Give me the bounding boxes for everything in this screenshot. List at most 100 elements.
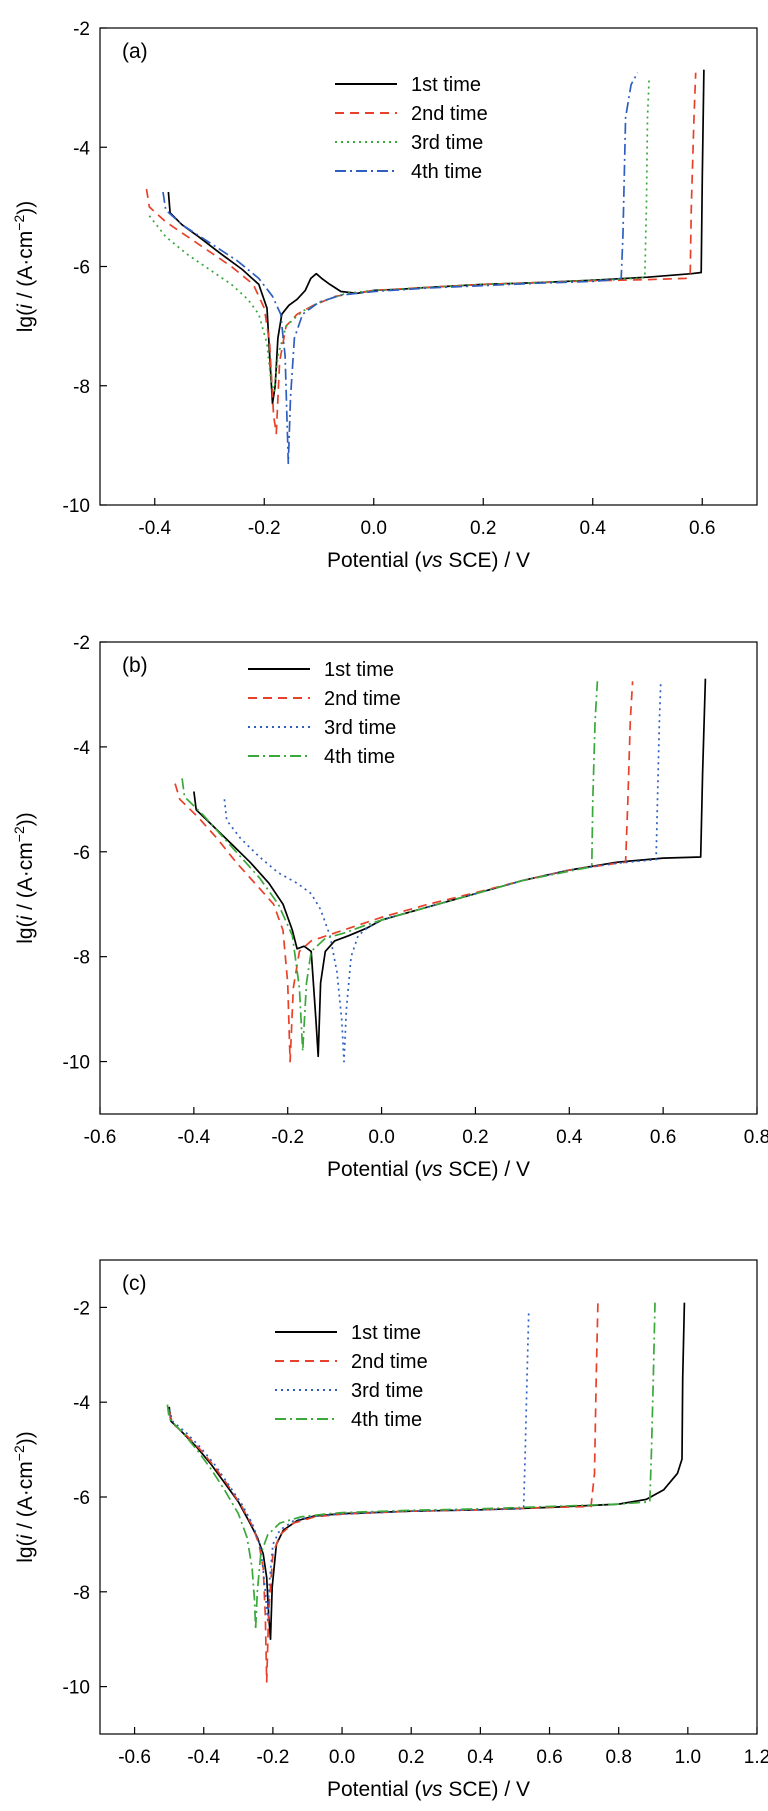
chart-2-series-line-2 <box>168 1302 599 1683</box>
chart-0-series-line-3 <box>148 78 650 393</box>
chart-2-y-tick-label: -8 <box>73 1583 90 1604</box>
chart-1-x-axis-title-italic: vs <box>422 1158 444 1181</box>
chart-0-legend-label-3: 3rd time <box>411 132 483 154</box>
chart-1-y-axis-title: lg(i / (A·cm−2)) <box>11 812 37 943</box>
chart-0-series-line-4 <box>162 72 639 465</box>
chart-2-legend-label-1: 1st time <box>351 1322 421 1344</box>
chart-1-y-axis-title-part: lg( <box>14 920 37 943</box>
chart-0-y-axis-title-sup: −2 <box>11 215 27 231</box>
chart-2-x-tick-label: -0.6 <box>118 1747 151 1768</box>
chart-1-plot-frame <box>99 641 758 1115</box>
chart-2-x-axis-title-part: SCE) / V <box>443 1778 531 1801</box>
chart-1-legend-label-4: 4th time <box>324 746 395 768</box>
chart-1-series-line-3 <box>223 681 662 1063</box>
chart-1-legend-label-1: 1st time <box>324 659 394 681</box>
chart-0-legend-label-2: 2nd time <box>411 103 488 125</box>
chart-0-panel-label: (a) <box>122 40 148 63</box>
chart-0-x-axis-title-part: SCE) / V <box>443 549 531 572</box>
chart-0-x-axis-title-part: Potential ( <box>327 549 422 572</box>
chart-0-y-tick-label: -4 <box>73 138 90 159</box>
chart-2-x-tick-label: -0.4 <box>187 1747 220 1768</box>
chart-2-y-axis-title-sup: −2 <box>11 1445 27 1461</box>
chart-0-x-tick-label: -0.2 <box>248 518 281 539</box>
chart-0-y-tick-label: -6 <box>73 258 90 279</box>
chart-0-y-tick-label: -10 <box>63 496 90 517</box>
chart-2-x-tick-label: 0.4 <box>467 1747 494 1768</box>
chart-2-x-tick-label: 1.2 <box>744 1747 768 1768</box>
chart-1-panel-label: (b) <box>122 654 148 677</box>
chart-2-x-axis-title-italic: vs <box>422 1778 444 1801</box>
chart-1-y-axis-title-part: )) <box>14 812 37 826</box>
chart-0-x-tick-label: -0.4 <box>138 518 171 539</box>
chart-1-y-axis-title-part: / (A·cm <box>14 842 37 916</box>
chart-2-x-tick-label: 0.6 <box>536 1747 562 1768</box>
chart-0-x-axis-title: Potential (vs SCE) / V <box>327 549 530 572</box>
chart-1-x-tick-label: 0.6 <box>650 1127 676 1148</box>
chart-0-y-tick-label: -8 <box>73 377 90 398</box>
chart-0-legend-label-1: 1st time <box>411 74 481 96</box>
chart-2-legend-label-3: 3rd time <box>351 1380 423 1402</box>
chart-2-y-axis-title-italic: i <box>14 1533 37 1539</box>
chart-1-series-line-1 <box>193 678 707 1058</box>
chart-2-x-tick-label: -0.2 <box>257 1747 290 1768</box>
chart-0-x-tick-label: 0.4 <box>580 518 607 539</box>
chart-2-x-axis-title-part: Potential ( <box>327 1778 422 1801</box>
chart-2-y-tick-label: -2 <box>73 1298 90 1319</box>
chart-0-series-line-2 <box>145 72 697 435</box>
chart-2-x-axis-title: Potential (vs SCE) / V <box>327 1778 530 1801</box>
chart-0-legend-label-4: 4th time <box>411 161 482 183</box>
chart-1-y-tick-label: -6 <box>73 843 90 864</box>
chart-0-y-axis-title-part: / (A·cm <box>14 231 37 305</box>
chart-2-x-tick-label: 0.2 <box>398 1747 424 1768</box>
chart-1-x-tick-label: 0.4 <box>556 1127 583 1148</box>
chart-2-y-axis-title-part: lg( <box>14 1539 37 1562</box>
chart-2-series-line-4 <box>166 1302 656 1631</box>
chart-2-x-tick-label: 0.8 <box>605 1747 631 1768</box>
chart-1-x-tick-label: 0.2 <box>462 1127 488 1148</box>
chart-1: -0.6 -0.4 -0.2 0.0 0.2 0.4 0.6 0.8 -10 -8 -6 -4 -2 (b… <box>11 633 768 1181</box>
chart-1-x-tick-label: 0.0 <box>368 1127 394 1148</box>
chart-2-plot-frame <box>99 1259 758 1735</box>
chart-2-y-tick-label: -6 <box>73 1488 90 1509</box>
chart-2-x-tick-label: 1.0 <box>675 1747 701 1768</box>
chart-2-x-tick-label: 0.0 <box>329 1747 355 1768</box>
chart-2-legend-label-4: 4th time <box>351 1409 422 1431</box>
chart-0-y-axis-title: lg(i / (A·cm−2)) <box>11 201 37 332</box>
chart-0-y-tick-label: -2 <box>73 19 90 40</box>
chart-1-x-tick-label: 0.8 <box>744 1127 768 1148</box>
chart-0-plot-frame <box>99 27 758 506</box>
chart-1-x-axis-title-part: SCE) / V <box>443 1158 531 1181</box>
chart-1-x-axis-title: Potential (vs SCE) / V <box>327 1158 530 1181</box>
chart-1-y-axis-title-sup: −2 <box>11 826 27 842</box>
chart-1-y-tick-label: -10 <box>63 1053 90 1074</box>
chart-0: -0.4 -0.2 0.0 0.2 0.4 0.6 -10 -8 -6 -4 -2 (a) Potent… <box>11 19 758 572</box>
chart-2-y-tick-label: -10 <box>63 1678 90 1699</box>
chart-1-x-tick-label: -0.6 <box>84 1127 117 1148</box>
chart-2-panel-label: (c) <box>122 1272 147 1295</box>
chart-1-x-tick-label: -0.2 <box>271 1127 304 1148</box>
chart-0-x-tick-label: 0.0 <box>361 518 387 539</box>
chart-1-legend-label-3: 3rd time <box>324 717 396 739</box>
chart-2-series-line-3 <box>168 1309 530 1622</box>
chart-2-y-tick-label: -4 <box>73 1393 90 1414</box>
chart-1-y-tick-label: -4 <box>73 738 90 759</box>
chart-1-x-axis-title-part: Potential ( <box>327 1158 422 1181</box>
chart-0-y-axis-title-part: )) <box>14 201 37 215</box>
chart-1-x-tick-label: -0.4 <box>177 1127 210 1148</box>
chart-2-y-axis-title-part: )) <box>14 1431 37 1445</box>
chart-2-y-axis-title: lg(i / (A·cm−2)) <box>11 1431 37 1562</box>
chart-1-legend-label-2: 2nd time <box>324 688 401 710</box>
chart-2-legend-label-2: 2nd time <box>351 1351 428 1373</box>
chart-0-x-tick-label: 0.2 <box>470 518 496 539</box>
chart-1-series-line-2 <box>174 681 634 1063</box>
chart-1-y-tick-label: -2 <box>73 633 90 654</box>
chart-1-series-line-4 <box>181 681 599 1052</box>
chart-1-y-tick-label: -8 <box>73 948 90 969</box>
chart-0-y-axis-title-italic: i <box>14 303 37 309</box>
chart-2: -0.6 -0.4 -0.2 0.0 0.2 0.4 0.6 0.8 1.0 1.2 -10 -8 -6… <box>11 1259 768 1801</box>
chart-0-x-axis-title-italic: vs <box>422 549 444 572</box>
chart-1-y-axis-title-italic: i <box>14 914 37 920</box>
chart-0-y-axis-title-part: lg( <box>14 309 37 332</box>
chart-2-y-axis-title-part: / (A·cm <box>14 1461 37 1535</box>
